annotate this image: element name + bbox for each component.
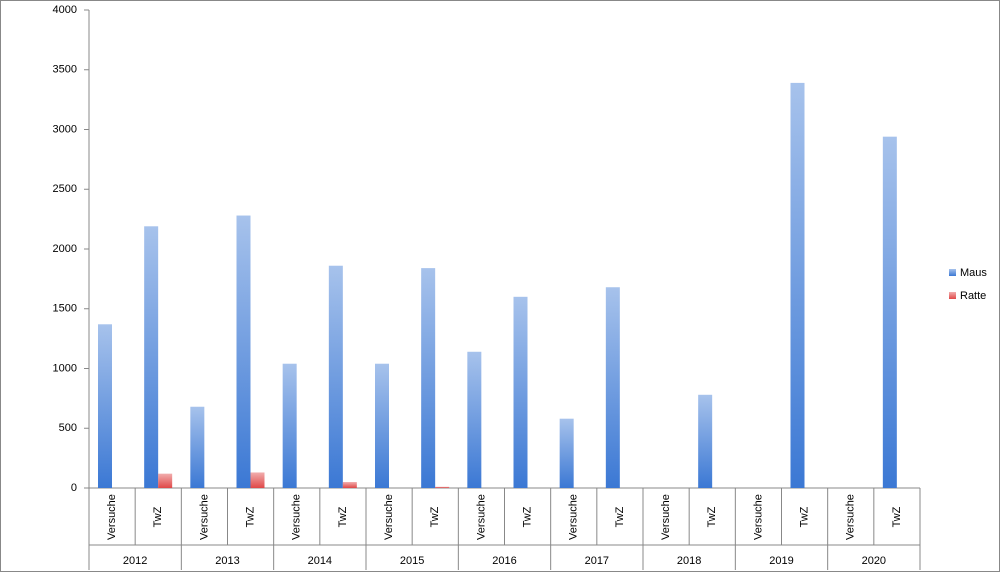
group-label: 2014 bbox=[308, 555, 332, 567]
x-tick-label: TwZ bbox=[798, 506, 810, 527]
group-label: 2015 bbox=[400, 555, 424, 567]
x-tick-label: Versuche bbox=[291, 494, 303, 540]
x-tick-label: TwZ bbox=[429, 506, 441, 527]
x-tick-label: TwZ bbox=[244, 506, 256, 527]
y-tick-label: 500 bbox=[59, 422, 77, 434]
bar bbox=[421, 268, 436, 488]
y-tick-label: 1500 bbox=[53, 303, 77, 315]
bar bbox=[158, 473, 173, 488]
bar bbox=[698, 394, 713, 488]
bar bbox=[375, 363, 389, 488]
x-tick-label: TwZ bbox=[614, 506, 626, 527]
bar bbox=[467, 351, 482, 488]
x-tick-label: TwZ bbox=[891, 506, 903, 527]
y-tick-label: 3500 bbox=[53, 64, 77, 76]
bar bbox=[250, 472, 265, 488]
bar bbox=[328, 265, 343, 488]
y-tick-label: 0 bbox=[71, 482, 77, 494]
bar bbox=[144, 226, 159, 489]
group-label: 2020 bbox=[862, 555, 886, 567]
bar bbox=[236, 215, 251, 489]
x-tick-label: Versuche bbox=[475, 494, 487, 540]
legend-label: Ratte bbox=[960, 290, 986, 302]
bar bbox=[435, 486, 450, 488]
y-tick-label: 3000 bbox=[53, 123, 77, 135]
group-label: 2012 bbox=[123, 555, 147, 567]
legend-swatch bbox=[949, 269, 956, 276]
bar bbox=[282, 363, 297, 488]
group-label: 2013 bbox=[215, 555, 239, 567]
y-tick-label: 2500 bbox=[53, 183, 77, 195]
legend-swatch bbox=[949, 292, 956, 299]
y-tick-label: 2000 bbox=[53, 243, 77, 255]
y-tick-label: 4000 bbox=[53, 4, 77, 16]
bar bbox=[790, 82, 805, 489]
group-label: 2018 bbox=[677, 555, 701, 567]
bar bbox=[98, 324, 112, 488]
group-label: 2019 bbox=[769, 555, 793, 567]
x-tick-label: Versuche bbox=[845, 494, 857, 540]
x-tick-label: Versuche bbox=[660, 494, 672, 540]
bar bbox=[559, 418, 574, 488]
x-tick-label: TwZ bbox=[521, 506, 533, 527]
bar bbox=[190, 406, 205, 488]
x-tick-label: TwZ bbox=[152, 506, 164, 527]
x-tick-label: Versuche bbox=[198, 494, 210, 540]
x-tick-label: Versuche bbox=[752, 494, 764, 540]
bar bbox=[513, 296, 528, 488]
group-label: 2017 bbox=[585, 555, 609, 567]
y-tick-label: 1000 bbox=[53, 362, 77, 374]
x-tick-label: TwZ bbox=[337, 506, 349, 527]
x-tick-label: Versuche bbox=[383, 494, 395, 540]
bar bbox=[882, 136, 897, 489]
group-label: 2016 bbox=[492, 555, 516, 567]
bar bbox=[605, 287, 620, 488]
legend-label: Maus bbox=[960, 267, 987, 279]
x-tick-label: TwZ bbox=[706, 506, 718, 527]
bar bbox=[342, 482, 357, 488]
x-tick-label: Versuche bbox=[568, 494, 580, 540]
x-tick-label: Versuche bbox=[106, 494, 118, 540]
